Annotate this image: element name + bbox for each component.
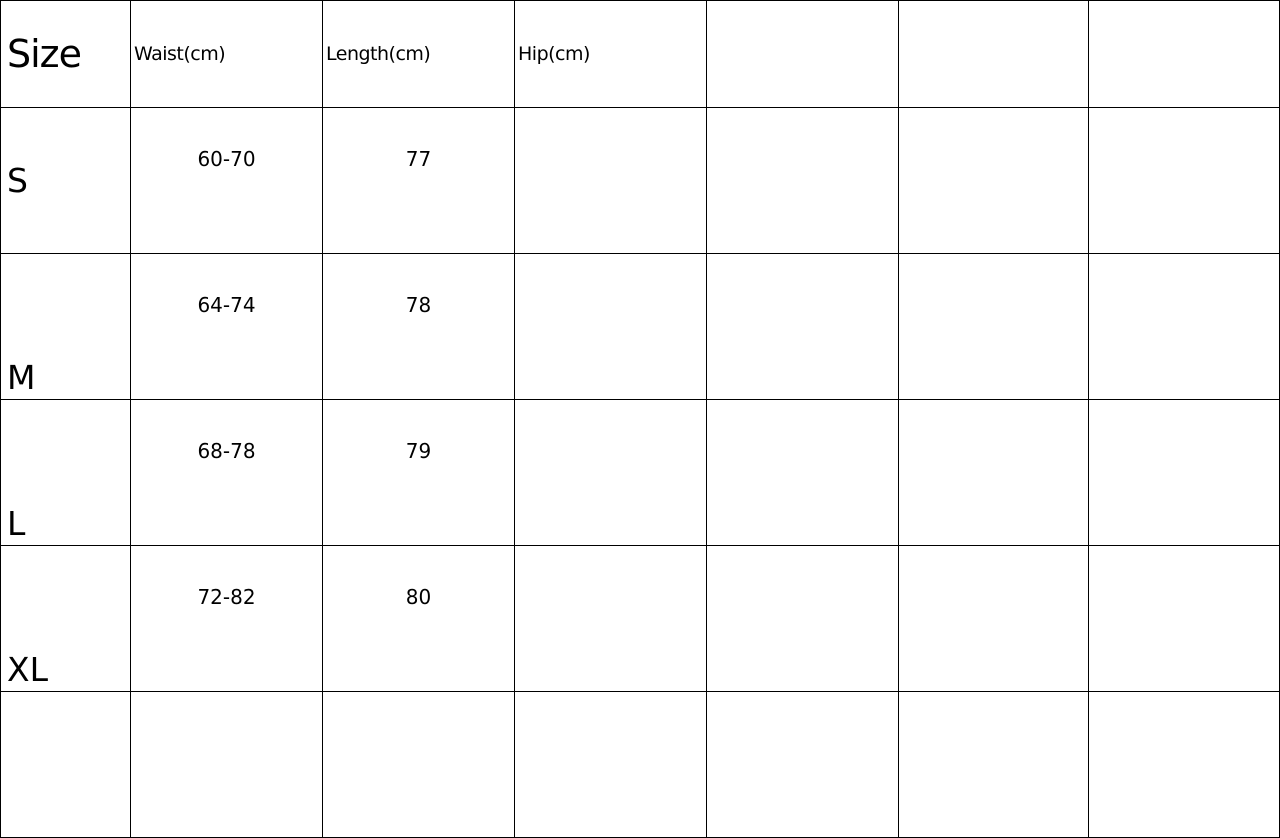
hip-cell bbox=[514, 691, 707, 838]
table-row bbox=[0, 691, 1280, 838]
empty-cell bbox=[898, 545, 1089, 692]
waist-cell: 64-74 bbox=[130, 253, 323, 400]
header-empty bbox=[898, 0, 1089, 108]
waist-cell: 60-70 bbox=[130, 107, 323, 254]
size-cell: S bbox=[0, 107, 131, 254]
header-length: Length(cm) bbox=[322, 0, 515, 108]
hip-cell bbox=[514, 399, 707, 546]
table-row: M 64-74 78 bbox=[0, 253, 1280, 400]
table-row: S 60-70 77 bbox=[0, 107, 1280, 254]
hip-cell bbox=[514, 545, 707, 692]
empty-cell bbox=[1088, 399, 1280, 546]
empty-cell bbox=[1088, 107, 1280, 254]
length-cell: 79 bbox=[322, 399, 515, 546]
empty-cell bbox=[898, 691, 1089, 838]
empty-cell bbox=[706, 545, 899, 692]
table-row: XL 72-82 80 bbox=[0, 545, 1280, 692]
waist-cell: 68-78 bbox=[130, 399, 323, 546]
empty-cell bbox=[1088, 545, 1280, 692]
waist-cell bbox=[130, 691, 323, 838]
size-cell bbox=[0, 691, 131, 838]
size-cell: L bbox=[0, 399, 131, 546]
size-cell: XL bbox=[0, 545, 131, 692]
header-waist: Waist(cm) bbox=[130, 0, 323, 108]
empty-cell bbox=[706, 107, 899, 254]
empty-cell bbox=[1088, 691, 1280, 838]
empty-cell bbox=[898, 253, 1089, 400]
empty-cell bbox=[706, 399, 899, 546]
waist-cell: 72-82 bbox=[130, 545, 323, 692]
header-empty bbox=[1088, 0, 1280, 108]
header-empty bbox=[706, 0, 899, 108]
length-cell bbox=[322, 691, 515, 838]
header-size: Size bbox=[0, 0, 131, 108]
hip-cell bbox=[514, 107, 707, 254]
empty-cell bbox=[706, 691, 899, 838]
length-cell: 78 bbox=[322, 253, 515, 400]
empty-cell bbox=[706, 253, 899, 400]
header-hip: Hip(cm) bbox=[514, 0, 707, 108]
hip-cell bbox=[514, 253, 707, 400]
table-row: L 68-78 79 bbox=[0, 399, 1280, 546]
length-cell: 77 bbox=[322, 107, 515, 254]
length-cell: 80 bbox=[322, 545, 515, 692]
header-row: Size Waist(cm) Length(cm) Hip(cm) bbox=[0, 0, 1280, 108]
empty-cell bbox=[1088, 253, 1280, 400]
empty-cell bbox=[898, 399, 1089, 546]
empty-cell bbox=[898, 107, 1089, 254]
size-cell: M bbox=[0, 253, 131, 400]
